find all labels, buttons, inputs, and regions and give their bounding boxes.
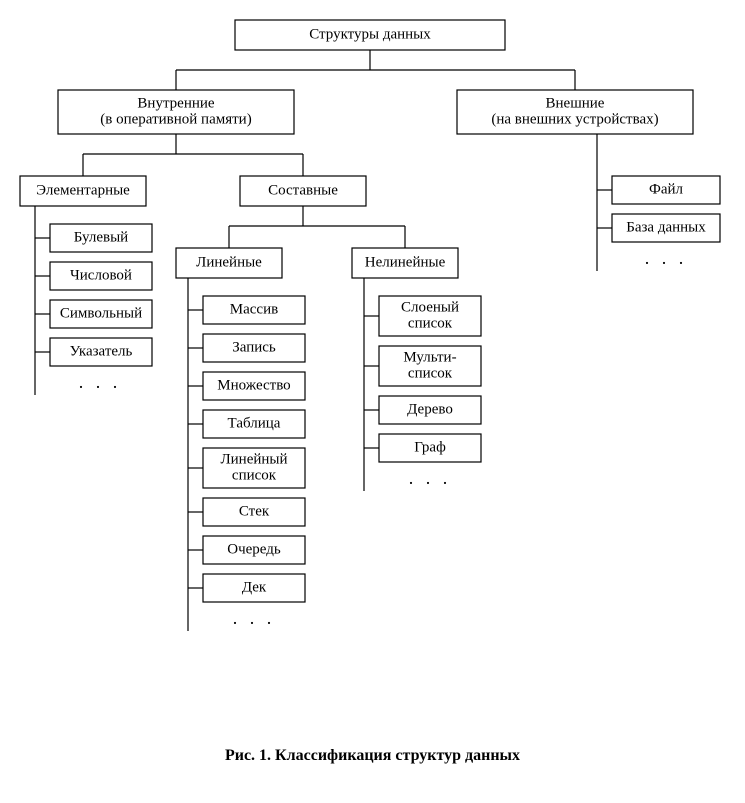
node-external-label: (на внешних устройствах): [491, 111, 658, 127]
leaf-elementary-2-label: Символьный: [60, 305, 142, 321]
leaf-linear-4-label: список: [232, 467, 277, 483]
leaf-linear-1-label: Запись: [232, 339, 276, 355]
leaf-elementary-3-label: Указатель: [70, 343, 133, 359]
leaf-linear-4-label: Линейный: [220, 451, 287, 467]
diagram-canvas: Структуры данных Внутренние(в оперативной…: [0, 0, 745, 803]
leaf-elementary-0-label: Булевый: [74, 229, 128, 245]
root-label: Структуры данных: [309, 26, 431, 42]
leaf-external-1-label: База данных: [626, 219, 706, 235]
node-elementary-label: Элементарные: [36, 182, 130, 198]
leaf-linear-5-label: Стек: [239, 503, 270, 519]
ellipsis: . . .: [79, 372, 122, 392]
leaf-elementary-1-label: Числовой: [70, 267, 132, 283]
leaf-linear-2-label: Множество: [217, 377, 290, 393]
node-external-label: Внешние: [546, 95, 605, 111]
ellipsis: . . .: [233, 608, 276, 628]
leaf-linear-6-label: Очередь: [227, 541, 281, 557]
leaf-nonlinear-1-label: Мульти-: [403, 349, 456, 365]
node-nonlinear-label: Нелинейные: [365, 254, 446, 270]
node-linear-label: Линейные: [196, 254, 262, 270]
leaf-external-0-label: Файл: [649, 181, 684, 197]
leaf-nonlinear-1-label: список: [408, 365, 453, 381]
leaf-nonlinear-2-label: Дерево: [407, 401, 453, 417]
node-composite-label: Составные: [268, 182, 338, 198]
figure-caption: Рис. 1. Классификация структур данных: [225, 747, 520, 764]
leaf-nonlinear-0-label: список: [408, 315, 453, 331]
leaf-nonlinear-0-label: Слоеный: [401, 299, 459, 315]
ellipsis: . . .: [645, 248, 688, 268]
leaf-linear-7-label: Дек: [242, 579, 267, 595]
leaf-linear-3-label: Таблица: [228, 415, 281, 431]
node-internal-label: Внутренние: [137, 95, 215, 111]
node-internal-label: (в оперативной памяти): [100, 111, 251, 127]
leaf-linear-0-label: Массив: [230, 301, 278, 317]
ellipsis: . . .: [409, 468, 452, 488]
leaf-nonlinear-3-label: Граф: [414, 439, 446, 455]
